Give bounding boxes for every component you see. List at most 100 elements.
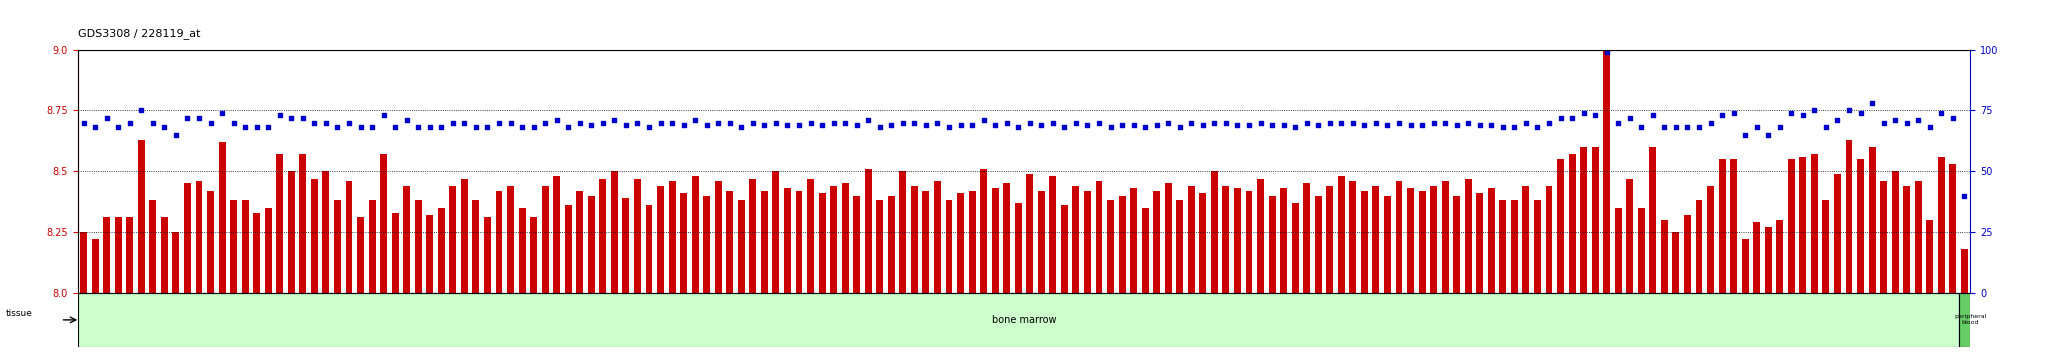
Bar (842, 183, 848, 293)
Bar (1384, 195, 1391, 293)
Point (1751, 132, 1784, 138)
Bar (588, 195, 594, 293)
Point (1106, 122, 1139, 128)
Point (1141, 122, 1174, 128)
Bar (299, 154, 307, 293)
Bar (1776, 220, 1784, 293)
Point (1913, 125, 1946, 130)
Bar (1950, 164, 1956, 293)
Bar (1765, 227, 1772, 293)
Point (1176, 120, 1208, 125)
Point (668, 122, 700, 128)
Point (829, 120, 862, 125)
Bar (1257, 178, 1264, 293)
Bar (1958, 293, 1976, 347)
Point (1868, 120, 1901, 125)
Bar (1511, 200, 1518, 293)
Bar (1268, 195, 1276, 293)
Bar (981, 169, 987, 293)
Point (1151, 120, 1184, 125)
Bar (645, 205, 653, 293)
Bar (369, 200, 375, 293)
Point (459, 125, 492, 130)
Point (1706, 113, 1739, 118)
Point (991, 120, 1024, 125)
Bar (289, 171, 295, 293)
Point (68, 120, 100, 125)
Bar (518, 208, 526, 293)
Point (182, 115, 215, 120)
Point (795, 120, 827, 125)
Bar (1903, 186, 1911, 293)
Point (1798, 108, 1831, 113)
Bar (1927, 220, 1933, 293)
Point (147, 125, 180, 130)
Point (528, 120, 561, 125)
Point (610, 122, 643, 128)
Point (1464, 122, 1497, 128)
Bar (416, 200, 422, 293)
Bar (750, 178, 756, 293)
Point (1810, 125, 1843, 130)
Point (1671, 125, 1704, 130)
Point (1716, 110, 1749, 116)
Bar (1753, 222, 1759, 293)
Bar (1407, 188, 1413, 293)
Bar (1604, 25, 1610, 293)
Bar (956, 193, 965, 293)
Point (137, 120, 170, 125)
Point (1948, 193, 1980, 198)
Bar (1673, 232, 1679, 293)
Point (1776, 110, 1808, 116)
Point (922, 120, 954, 125)
Point (1430, 120, 1462, 125)
Point (1405, 122, 1438, 128)
Point (379, 125, 412, 130)
Point (229, 125, 262, 130)
Bar (1614, 208, 1622, 293)
Bar (829, 186, 838, 293)
Bar (496, 191, 502, 293)
Point (805, 122, 838, 128)
Point (252, 125, 285, 130)
Point (240, 125, 272, 130)
Point (1198, 120, 1231, 125)
Point (1128, 125, 1161, 130)
Bar (1223, 186, 1229, 293)
Bar (1638, 208, 1645, 293)
Point (967, 117, 999, 123)
Point (205, 110, 238, 116)
Point (563, 120, 596, 125)
Point (690, 122, 723, 128)
Point (367, 113, 399, 118)
Bar (1303, 183, 1311, 293)
Bar (322, 171, 330, 293)
Bar (1315, 195, 1321, 293)
Bar (1581, 147, 1587, 293)
Point (874, 122, 907, 128)
Bar (1741, 239, 1749, 293)
Bar (635, 178, 641, 293)
Point (1163, 125, 1196, 130)
Point (391, 117, 424, 123)
Bar (623, 198, 629, 293)
Bar (1350, 181, 1356, 293)
Point (506, 125, 539, 130)
Bar (1683, 215, 1692, 293)
Bar (1327, 186, 1333, 293)
Bar (127, 217, 133, 293)
Bar (1823, 200, 1829, 293)
Point (78, 125, 111, 130)
Point (1487, 125, 1520, 130)
Point (782, 122, 815, 128)
Bar (772, 171, 780, 293)
Bar (473, 200, 479, 293)
Bar (1800, 156, 1806, 293)
Bar (1130, 188, 1137, 293)
Point (424, 125, 457, 130)
Point (1221, 122, 1253, 128)
Point (1659, 125, 1692, 130)
Bar (172, 232, 180, 293)
Text: bone marrow: bone marrow (991, 315, 1057, 325)
Point (1360, 120, 1393, 125)
